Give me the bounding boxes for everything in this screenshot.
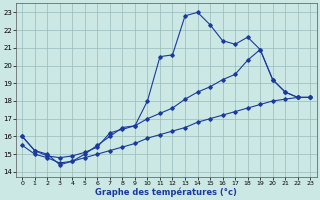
X-axis label: Graphe des températures (°c): Graphe des températures (°c) bbox=[95, 187, 237, 197]
